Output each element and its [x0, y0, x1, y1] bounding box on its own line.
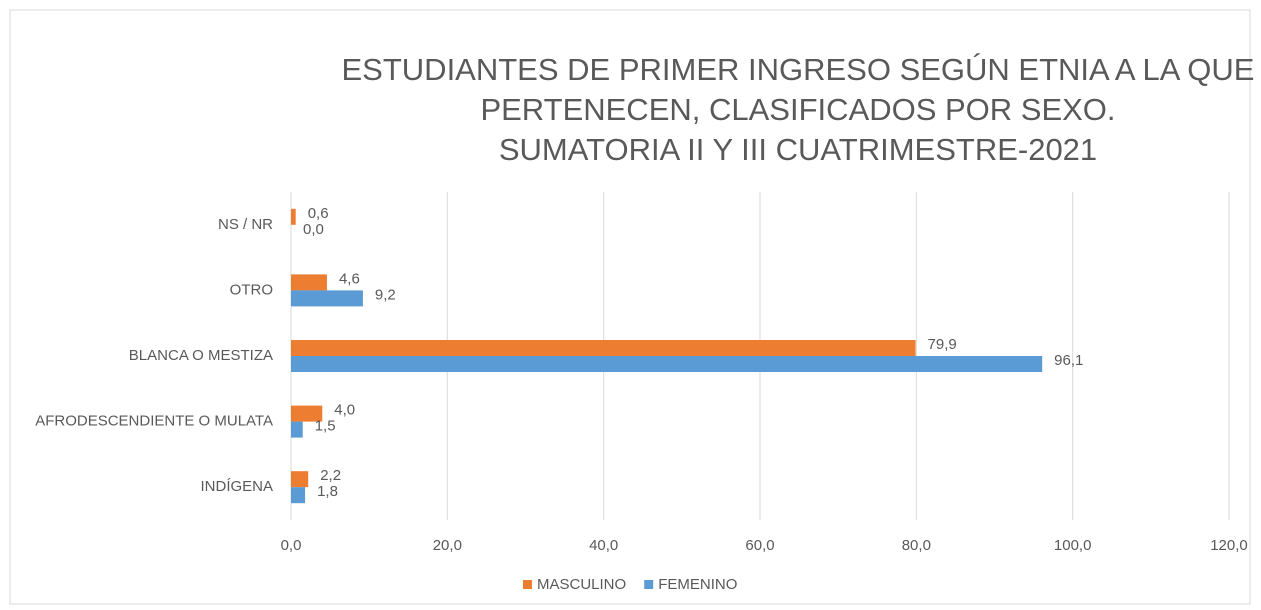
data-label: 0,6 — [308, 205, 329, 222]
data-label: 1,5 — [315, 418, 336, 435]
bar — [291, 471, 309, 488]
legend-label: FEMENINO — [658, 576, 737, 593]
x-tick-label: 20,0 — [433, 537, 462, 554]
y-tick-label: NS / NR — [218, 216, 273, 233]
data-label: 4,0 — [334, 402, 355, 419]
legend-swatch — [644, 580, 654, 589]
data-label: 9,2 — [375, 286, 396, 303]
x-tick-label: 40,0 — [589, 537, 618, 554]
data-label: 4,6 — [339, 270, 360, 287]
y-tick-label: OTRO — [230, 281, 273, 298]
y-tick-label: BLANCA O MESTIZA — [129, 347, 273, 364]
chart-border — [9, 9, 1251, 605]
chart-title: PERTENECEN, CLASIFICADOS POR SEXO. — [480, 92, 1115, 127]
chart-title: ESTUDIANTES DE PRIMER INGRESO SEGÚN ETNI… — [342, 52, 1255, 87]
data-label: 96,1 — [1054, 352, 1083, 369]
legend-swatch — [523, 580, 532, 589]
bar — [291, 274, 327, 291]
y-tick-label: AFRODESCENDIENTE O MULATA — [35, 413, 273, 430]
x-tick-label: 100,0 — [1054, 537, 1092, 554]
x-tick-label: 80,0 — [902, 537, 931, 554]
bar — [291, 405, 323, 422]
data-label: 1,8 — [317, 483, 338, 500]
bar — [291, 208, 296, 225]
bar — [291, 421, 303, 438]
bar — [291, 340, 916, 356]
data-label: 0,0 — [303, 221, 324, 238]
bar — [291, 290, 363, 307]
data-label: 2,2 — [320, 467, 341, 484]
x-tick-label: 60,0 — [745, 537, 774, 554]
data-label: 79,9 — [928, 336, 957, 353]
y-tick-label: INDÍGENA — [200, 478, 273, 495]
chart-title: SUMATORIA II Y III CUATRIMESTRE-2021 — [499, 132, 1097, 167]
x-tick-label: 0,0 — [281, 537, 302, 554]
bar — [291, 487, 306, 504]
bar — [291, 356, 1043, 372]
legend-label: MASCULINO — [537, 576, 626, 593]
x-tick-label: 120,0 — [1210, 537, 1248, 554]
